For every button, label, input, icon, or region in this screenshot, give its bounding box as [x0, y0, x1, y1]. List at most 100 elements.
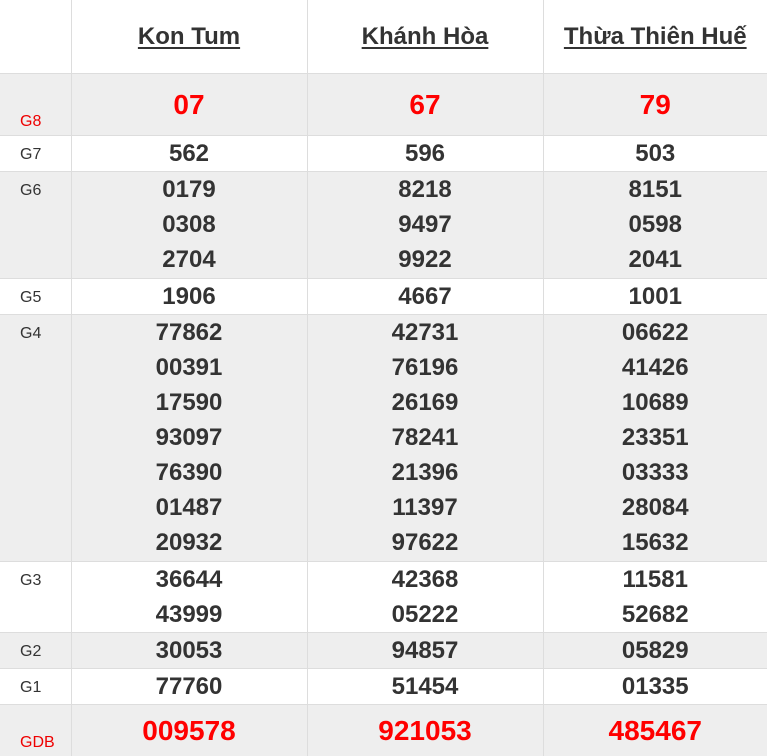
prize-cell: 562 — [71, 136, 307, 172]
winning-number: 36644 — [72, 562, 307, 597]
winning-number: 01487 — [72, 490, 307, 525]
prize-cell: 485467 — [543, 705, 767, 756]
winning-number: 485467 — [544, 713, 767, 748]
winning-number: 97622 — [308, 525, 543, 560]
prize-cell: 921053 — [307, 705, 543, 756]
winning-number: 2041 — [544, 242, 767, 277]
prize-cell: 01335 — [543, 669, 767, 705]
winning-number: 51454 — [308, 669, 543, 704]
winning-number: 11397 — [308, 490, 543, 525]
winning-number: 93097 — [72, 420, 307, 455]
prize-cell: 67 — [307, 74, 543, 136]
winning-number: 9497 — [308, 207, 543, 242]
winning-number: 8151 — [544, 172, 767, 207]
winning-number: 1001 — [544, 279, 767, 314]
prize-cell: 51454 — [307, 669, 543, 705]
winning-number: 07 — [72, 87, 307, 122]
winning-number: 562 — [72, 136, 307, 171]
winning-number: 0179 — [72, 172, 307, 207]
winning-number: 503 — [544, 136, 767, 171]
prize-cell: 1906 — [71, 279, 307, 315]
prize-label: G5 — [0, 279, 71, 315]
winning-number: 2704 — [72, 242, 307, 277]
winning-number: 79 — [544, 87, 767, 122]
winning-number: 05222 — [308, 597, 543, 632]
winning-number: 20932 — [72, 525, 307, 560]
prize-header-empty — [0, 0, 71, 74]
winning-number: 23351 — [544, 420, 767, 455]
winning-number: 26169 — [308, 385, 543, 420]
winning-number: 76390 — [72, 455, 307, 490]
prize-cell: 07 — [71, 74, 307, 136]
winning-number: 30053 — [72, 633, 307, 668]
winning-number: 8218 — [308, 172, 543, 207]
winning-number: 21396 — [308, 455, 543, 490]
winning-number: 596 — [308, 136, 543, 171]
winning-number: 42368 — [308, 562, 543, 597]
province-header-kon-tum[interactable]: Kon Tum — [71, 0, 307, 74]
header-row: Kon Tum Khánh Hòa Thừa Thiên Huế — [0, 0, 767, 74]
winning-number: 28084 — [544, 490, 767, 525]
winning-number: 00391 — [72, 350, 307, 385]
prize-cell: 77760 — [71, 669, 307, 705]
province-link[interactable]: Thừa Thiên Huế — [564, 23, 747, 50]
winning-number: 76196 — [308, 350, 543, 385]
winning-number: 17590 — [72, 385, 307, 420]
winning-number: 0308 — [72, 207, 307, 242]
prize-cell: 1001 — [543, 279, 767, 315]
winning-number: 43999 — [72, 597, 307, 632]
winning-number: 41426 — [544, 350, 767, 385]
winning-number: 77760 — [72, 669, 307, 704]
winning-number: 52682 — [544, 597, 767, 632]
prize-label: G3 — [0, 562, 71, 633]
prize-label: G1 — [0, 669, 71, 705]
prize-label: G2 — [0, 633, 71, 669]
province-header-khanh-hoa[interactable]: Khánh Hòa — [307, 0, 543, 74]
prize-cell: 94857 — [307, 633, 543, 669]
prize-label: G7 — [0, 136, 71, 172]
prize-label: GDB — [0, 705, 71, 756]
winning-number: 01335 — [544, 669, 767, 704]
province-link[interactable]: Kon Tum — [138, 23, 240, 50]
winning-number: 0598 — [544, 207, 767, 242]
winning-number: 05829 — [544, 633, 767, 668]
prize-cell: 503 — [543, 136, 767, 172]
prize-cell: 79 — [543, 74, 767, 136]
prize-cell: 009578 — [71, 705, 307, 756]
winning-number: 78241 — [308, 420, 543, 455]
prize-label: G4 — [0, 315, 71, 562]
prize-label: G6 — [0, 172, 71, 279]
prize-cell: 05829 — [543, 633, 767, 669]
winning-number: 4667 — [308, 279, 543, 314]
prize-cell: 596 — [307, 136, 543, 172]
winning-number: 009578 — [72, 713, 307, 748]
winning-number: 11581 — [544, 562, 767, 597]
prize-label: G8 — [0, 74, 71, 136]
winning-number: 1906 — [72, 279, 307, 314]
prize-cell: 30053 — [71, 633, 307, 669]
province-link[interactable]: Khánh Hòa — [362, 23, 489, 50]
winning-number: 10689 — [544, 385, 767, 420]
winning-number: 06622 — [544, 315, 767, 350]
winning-number: 15632 — [544, 525, 767, 560]
province-header-thua-thien-hue[interactable]: Thừa Thiên Huế — [543, 0, 767, 74]
